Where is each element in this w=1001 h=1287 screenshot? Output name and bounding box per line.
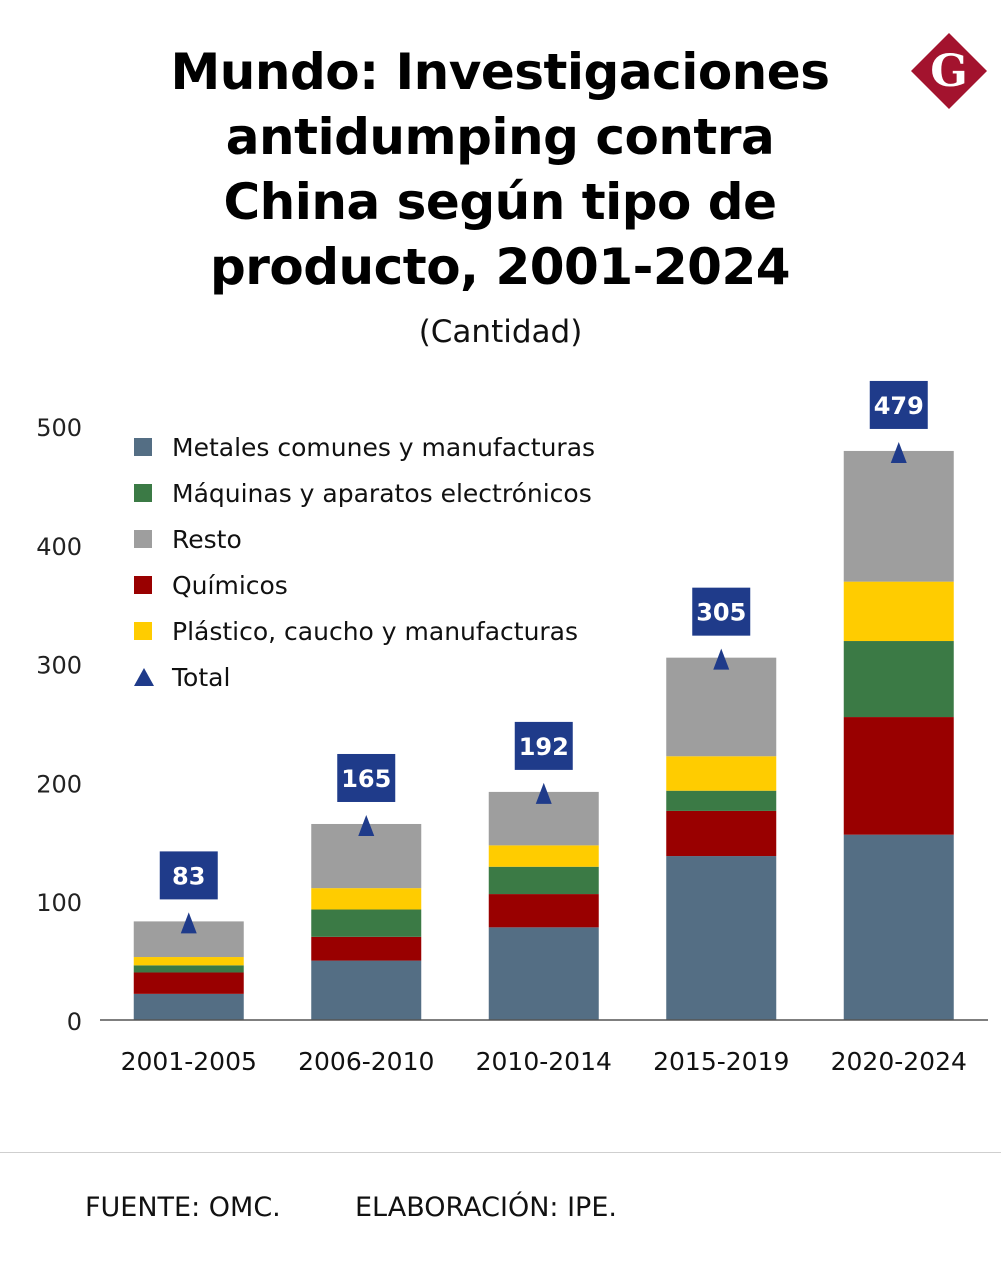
chart-title: Mundo: Investigaciones antidumping contr…: [170, 43, 830, 296]
y-tick-label: 300: [36, 652, 82, 680]
bar-segment-resto: [843, 450, 954, 582]
bar-segment-maquinas: [133, 965, 244, 973]
x-category-label: 2006-2010: [298, 1047, 434, 1076]
legend-swatch-plastico: [134, 622, 152, 640]
bar-segment-maquinas: [666, 790, 777, 811]
bar-segment-quimicos: [133, 972, 244, 994]
bar-segment-metales: [843, 834, 954, 1020]
legend-swatch-quimicos: [134, 576, 152, 594]
x-category-label: 2015-2019: [653, 1047, 789, 1076]
total-value-label: 83: [172, 862, 205, 890]
total-label-box: [337, 753, 396, 802]
x-category-label: 2020-2024: [831, 1047, 967, 1076]
legend-triangle-icon: [134, 668, 154, 686]
legend-label: Total: [171, 663, 230, 692]
chart-subtitle: (Cantidad): [418, 314, 583, 350]
total-value-label: 479: [874, 392, 924, 420]
y-tick-label: 0: [67, 1008, 82, 1036]
legend-swatch-metales: [134, 438, 152, 456]
total-value-label: 165: [341, 765, 391, 793]
legend-swatch-maquinas: [134, 484, 152, 502]
bar-segment-metales: [666, 856, 777, 1020]
source-note: FUENTE: OMC.: [85, 1192, 281, 1223]
bar-segment-quimicos: [666, 810, 777, 857]
bar-segment-plastico: [133, 957, 244, 966]
bar-segment-plastico: [843, 581, 954, 642]
bar-segment-metales: [488, 927, 599, 1020]
legend-label: Plástico, caucho y manufacturas: [172, 617, 578, 646]
total-label-box: [692, 587, 751, 636]
bar-segment-plastico: [666, 756, 777, 791]
credit-note: ELABORACIÓN: IPE.: [355, 1192, 617, 1223]
total-value-label: 192: [519, 733, 569, 761]
stacked-bar-chart: 0 100 200 300 400 500 83 2001-2005 165 2006-2010 1…: [36, 380, 988, 1076]
brand-logo: G: [911, 33, 987, 109]
x-category-label: 2010-2014: [476, 1047, 612, 1076]
legend-label: Resto: [172, 525, 242, 554]
total-marker: [180, 912, 197, 934]
x-category-label: 2001-2005: [121, 1047, 257, 1076]
total-value-label: 305: [696, 599, 746, 627]
total-label-box: [159, 851, 218, 900]
bar-segment-quimicos: [311, 936, 422, 961]
total-label-box: [514, 721, 573, 770]
bar-segment-resto: [666, 657, 777, 757]
total-marker: [535, 782, 552, 804]
bar-segment-maquinas: [311, 909, 422, 937]
bar-segment-metales: [133, 993, 244, 1020]
total-marker: [358, 814, 375, 836]
bar-segment-maquinas: [843, 641, 954, 718]
bar-segment-plastico: [488, 845, 599, 867]
bar-segment-quimicos: [488, 894, 599, 928]
logo-diamond-shape: [911, 33, 987, 109]
total-label-box: [869, 380, 928, 429]
total-marker: [890, 441, 907, 463]
total-marker: [713, 648, 730, 670]
y-tick-label: 400: [36, 533, 82, 561]
y-tick-label: 200: [36, 770, 82, 798]
y-tick-label: 500: [36, 414, 82, 442]
footer-divider: [0, 1152, 1001, 1153]
bar-segment-metales: [311, 960, 422, 1020]
logo-letter: G: [930, 46, 968, 97]
bar-segment-maquinas: [488, 866, 599, 895]
legend-swatch-resto: [134, 530, 152, 548]
bar-segment-quimicos: [843, 717, 954, 835]
legend-label: Metales comunes y manufacturas: [172, 433, 595, 462]
legend-label: Químicos: [172, 571, 288, 600]
y-tick-label: 100: [36, 889, 82, 917]
bar-segment-plastico: [311, 888, 422, 910]
legend-label: Máquinas y aparatos electrónicos: [172, 479, 592, 508]
